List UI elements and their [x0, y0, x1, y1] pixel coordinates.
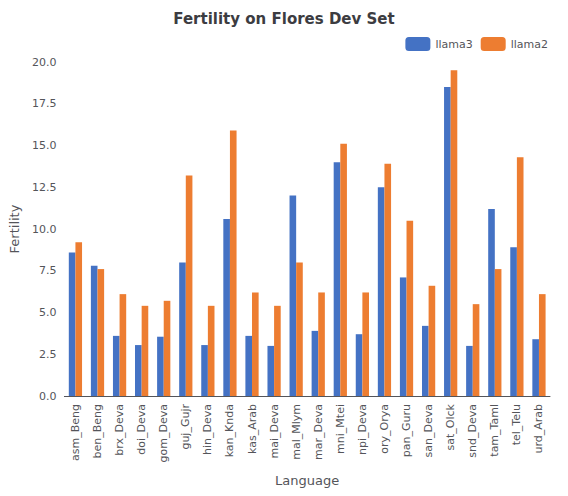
svg-text:17.5: 17.5	[32, 97, 57, 110]
svg-text:brx_Deva: brx_Deva	[113, 404, 126, 456]
svg-text:mar_Deva: mar_Deva	[312, 404, 325, 460]
svg-text:mal_Mlym: mal_Mlym	[290, 404, 303, 460]
svg-text:mni_Mtei: mni_Mtei	[334, 404, 347, 454]
svg-text:snd_Deva: snd_Deva	[466, 404, 479, 458]
svg-text:sat_Olck: sat_Olck	[444, 403, 457, 450]
svg-text:Fertility: Fertility	[7, 204, 22, 253]
svg-text:llama3: llama3	[435, 38, 472, 51]
svg-text:kan_Knda: kan_Knda	[223, 404, 236, 457]
svg-text:pan_Guru: pan_Guru	[400, 404, 413, 457]
svg-text:urd_Arab: urd_Arab	[532, 404, 545, 454]
svg-text:doi_Deva: doi_Deva	[135, 404, 148, 455]
svg-text:hin_Deva: hin_Deva	[201, 404, 214, 455]
svg-text:asm_Beng: asm_Beng	[69, 404, 82, 461]
svg-text:10.0: 10.0	[32, 223, 57, 236]
svg-text:0.0: 0.0	[39, 390, 57, 403]
svg-text:5.0: 5.0	[39, 306, 57, 319]
svg-text:Language: Language	[275, 473, 339, 488]
svg-text:2.5: 2.5	[39, 348, 57, 361]
svg-text:guj_Gujr: guj_Gujr	[179, 404, 192, 450]
svg-text:san_Deva: san_Deva	[422, 404, 435, 457]
svg-text:tam_Taml: tam_Taml	[488, 404, 501, 457]
svg-text:15.0: 15.0	[32, 139, 57, 152]
svg-text:tel_Telu: tel_Telu	[510, 404, 523, 445]
svg-text:7.5: 7.5	[39, 264, 57, 277]
svg-text:npi_Deva: npi_Deva	[356, 404, 369, 455]
svg-text:mai_Deva: mai_Deva	[268, 404, 281, 459]
svg-text:20.0: 20.0	[32, 56, 57, 69]
svg-text:ory_Orya: ory_Orya	[378, 404, 391, 454]
svg-text:kas_Arab: kas_Arab	[246, 404, 259, 454]
svg-text:gom_Deva: gom_Deva	[157, 404, 170, 462]
svg-text:llama2: llama2	[511, 38, 548, 51]
svg-text:Fertility on Flores Dev Set: Fertility on Flores Dev Set	[173, 10, 394, 28]
svg-text:12.5: 12.5	[32, 181, 57, 194]
svg-text:ben_Beng: ben_Beng	[91, 404, 104, 459]
